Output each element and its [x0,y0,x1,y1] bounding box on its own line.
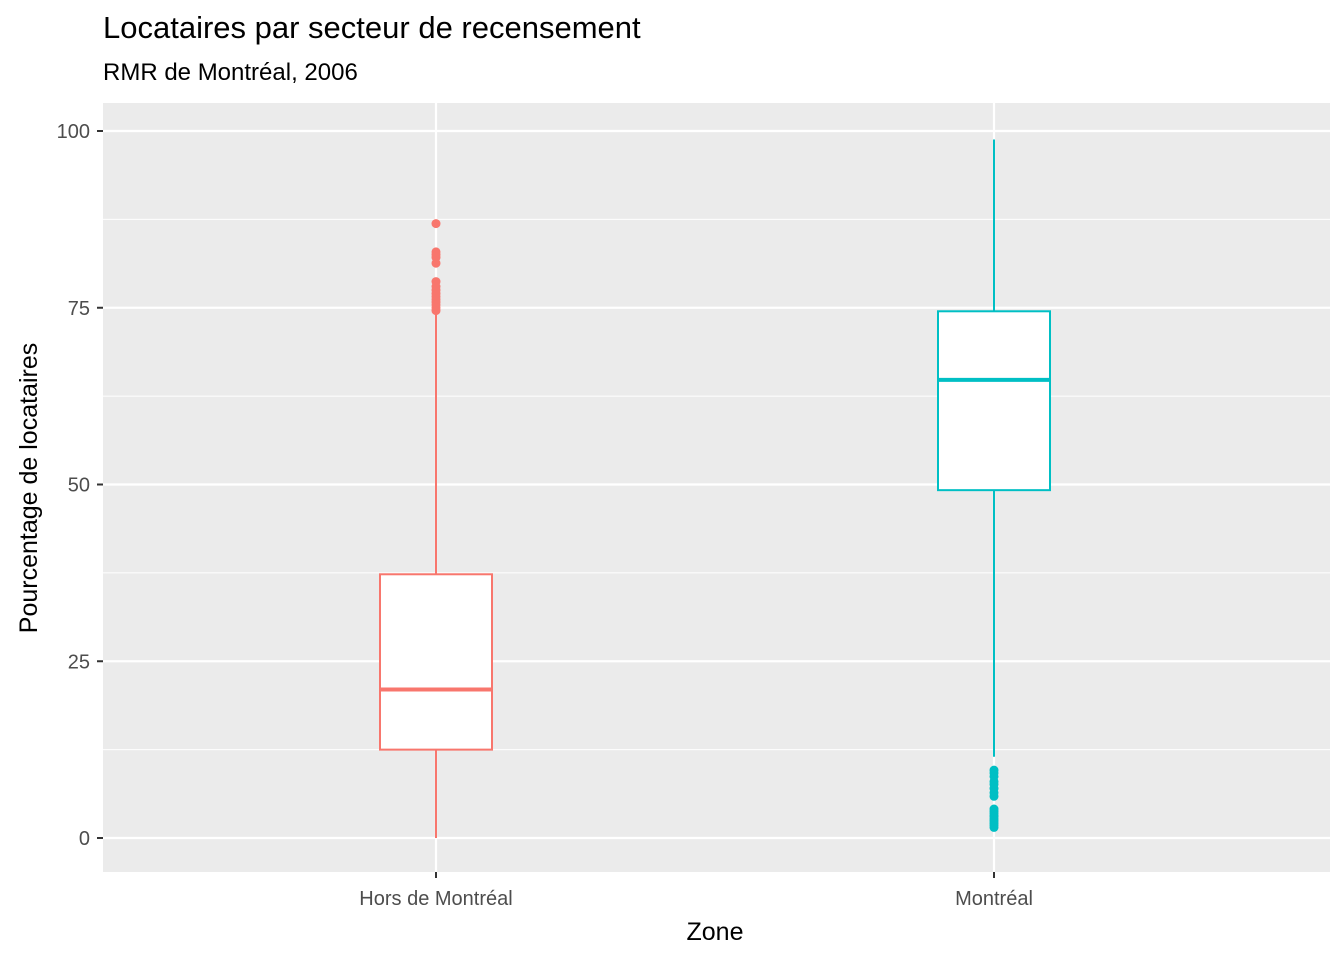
outlier-point [989,822,999,832]
outlier-point [431,219,441,229]
y-tick-label: 0 [79,828,90,850]
chart-subtitle: RMR de Montréal, 2006 [103,59,358,86]
y-tick-label: 100 [57,121,90,143]
outlier-point [989,791,999,801]
y-tick-label: 50 [68,475,90,497]
outlier-point [431,247,441,257]
x-axis-title: Zone [687,918,744,946]
box-iqr [379,573,493,751]
y-tick-label: 75 [68,298,90,320]
plot-panel [103,103,1330,872]
chart-title: Locataires par secteur de recensement [103,10,641,45]
box-iqr [937,310,1051,492]
x-tick-label: Montréal [955,888,1033,910]
axis-layer: 0 25 50 75 100 Hors de Montréal Montréal [57,121,1033,910]
box-group [379,219,493,838]
y-tick-label: 25 [68,651,90,673]
outlier-point [431,277,441,287]
y-axis-title: Pourcentage de locataires [15,343,43,633]
box-group [937,139,1051,832]
box-layer [379,139,1051,838]
x-tick-label: Hors de Montréal [359,888,512,910]
